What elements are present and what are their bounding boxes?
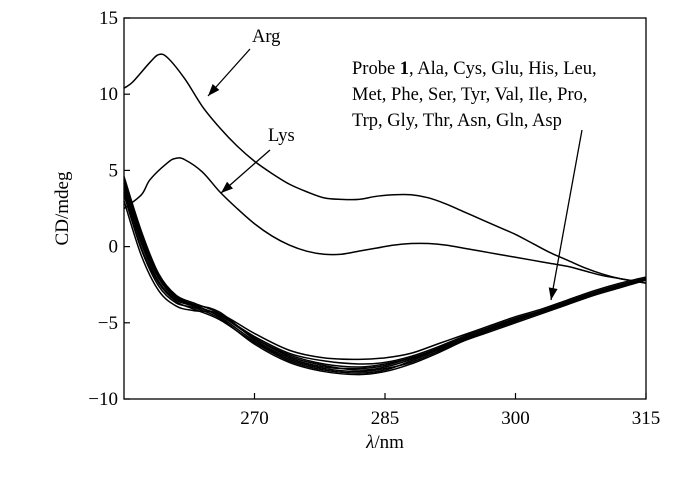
- series-line-others: [123, 179, 647, 368]
- x-axis-label: λ/nm: [365, 432, 404, 453]
- arg-arrow-head: [208, 84, 220, 96]
- annotation-others-line: Met, Phe, Ser, Tyr, Val, Ile, Pro,: [352, 85, 587, 105]
- lys-arrow-head: [221, 181, 233, 193]
- annotation-layer: Arg Lys Probe 1, Ala, Cys, Glu, His, Leu, M…: [252, 27, 597, 146]
- y-tick-label: 10: [99, 84, 118, 105]
- probe-arrow-head: [548, 287, 558, 300]
- series-layer: [123, 53, 647, 376]
- series-line-others: [123, 188, 647, 365]
- x-tick-label: 270: [240, 408, 269, 429]
- annotation-others-line: Probe 1, Ala, Cys, Glu, His, Leu,: [352, 59, 597, 79]
- x-tick-label: 300: [501, 408, 530, 429]
- series-line-others: [123, 191, 647, 374]
- x-tick-label: 315: [632, 408, 661, 429]
- annotation-others-run: Probe: [352, 59, 400, 79]
- annotation-others-run: Met, Phe, Ser, Tyr, Val, Ile, Pro,: [352, 85, 587, 105]
- series-line-lys: [123, 157, 647, 284]
- x-axis-label-unit: /nm: [374, 432, 404, 453]
- annotation-others-run: , Ala, Cys, Glu, His, Leu,: [409, 59, 597, 79]
- series-line-others: [123, 200, 647, 361]
- y-tick-label: 15: [99, 8, 118, 29]
- x-axis-label-symbol: λ: [365, 432, 374, 453]
- series-line-others: [123, 185, 647, 370]
- annotation-others-run: Trp, Gly, Thr, Asn, Gln, Asp: [352, 111, 562, 131]
- annotation-arg: Arg: [252, 27, 280, 47]
- y-tick-label: 5: [109, 160, 119, 181]
- y-tick-label: 0: [109, 237, 119, 258]
- annotation-lys: Lys: [268, 126, 295, 146]
- x-tick-label: 285: [371, 408, 400, 429]
- probe-arrow-line: [550, 129, 583, 301]
- arrow-layer: [207, 48, 583, 301]
- tick-layer: 270 285 300 315 −10 −5 0 5 10 15: [88, 8, 660, 429]
- series-line-arg: [123, 53, 647, 284]
- annotation-others-run: 1: [400, 59, 409, 79]
- series-line-others: [123, 194, 647, 376]
- y-axis-label: CD/mdeg: [52, 171, 73, 245]
- annotation-others-line: Trp, Gly, Thr, Asn, Gln, Asp: [352, 111, 562, 131]
- y-tick-label: −5: [98, 313, 118, 334]
- y-tick-label: −10: [88, 389, 118, 410]
